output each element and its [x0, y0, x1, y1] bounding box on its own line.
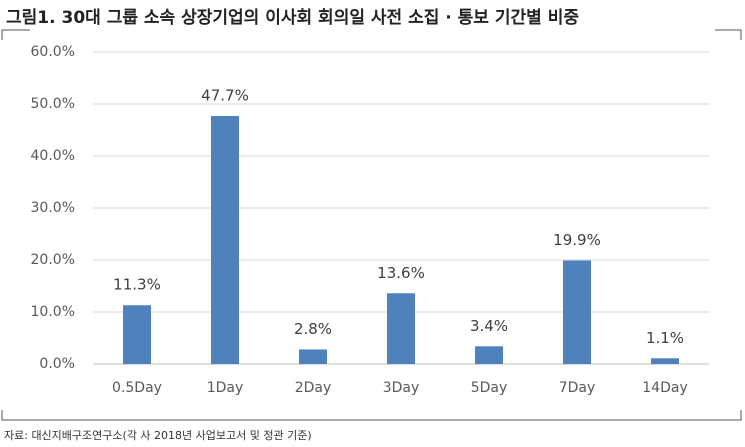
value-label: 2.8% — [294, 320, 332, 338]
value-label: 1.1% — [646, 329, 684, 347]
y-tick-label: 30.0% — [31, 200, 75, 216]
y-tick-label: 50.0% — [31, 96, 75, 112]
bar — [211, 115, 239, 365]
bar — [299, 349, 327, 364]
x-tick-label: 7Day — [559, 380, 596, 396]
bar — [475, 346, 503, 364]
frame-top — [1, 29, 742, 40]
x-tick-label: 1Day — [207, 380, 244, 396]
y-tick-label: 40.0% — [31, 148, 75, 164]
bar — [563, 260, 591, 364]
x-tick-label: 0.5Day — [112, 380, 162, 396]
y-tick-label: 10.0% — [31, 304, 75, 320]
x-tick-label: 5Day — [471, 380, 508, 396]
value-label: 19.9% — [553, 231, 601, 249]
y-tick-label: 0.0% — [39, 356, 75, 372]
y-tick-label: 20.0% — [31, 252, 75, 268]
value-label: 11.3% — [113, 276, 161, 294]
value-label: 13.6% — [377, 264, 425, 282]
value-label: 47.7% — [201, 86, 249, 104]
x-tick-label: 14Day — [642, 380, 687, 396]
bar — [651, 358, 679, 364]
value-label: 3.4% — [470, 317, 508, 335]
x-tick-label: 2Day — [295, 380, 332, 396]
chart-title: 그림1. 30대 그룹 소속 상장기업의 이사회 회의일 사전 소집 · 통보 … — [6, 8, 579, 28]
bar — [387, 293, 415, 364]
bar — [123, 305, 151, 364]
source-note: 자료: 대신지배구조연구소(각 사 2018년 사업보고서 및 정관 기준) — [4, 429, 312, 442]
y-tick-label: 60.0% — [31, 44, 75, 60]
frame-bottom — [1, 410, 742, 421]
x-tick-label: 3Day — [383, 380, 420, 396]
